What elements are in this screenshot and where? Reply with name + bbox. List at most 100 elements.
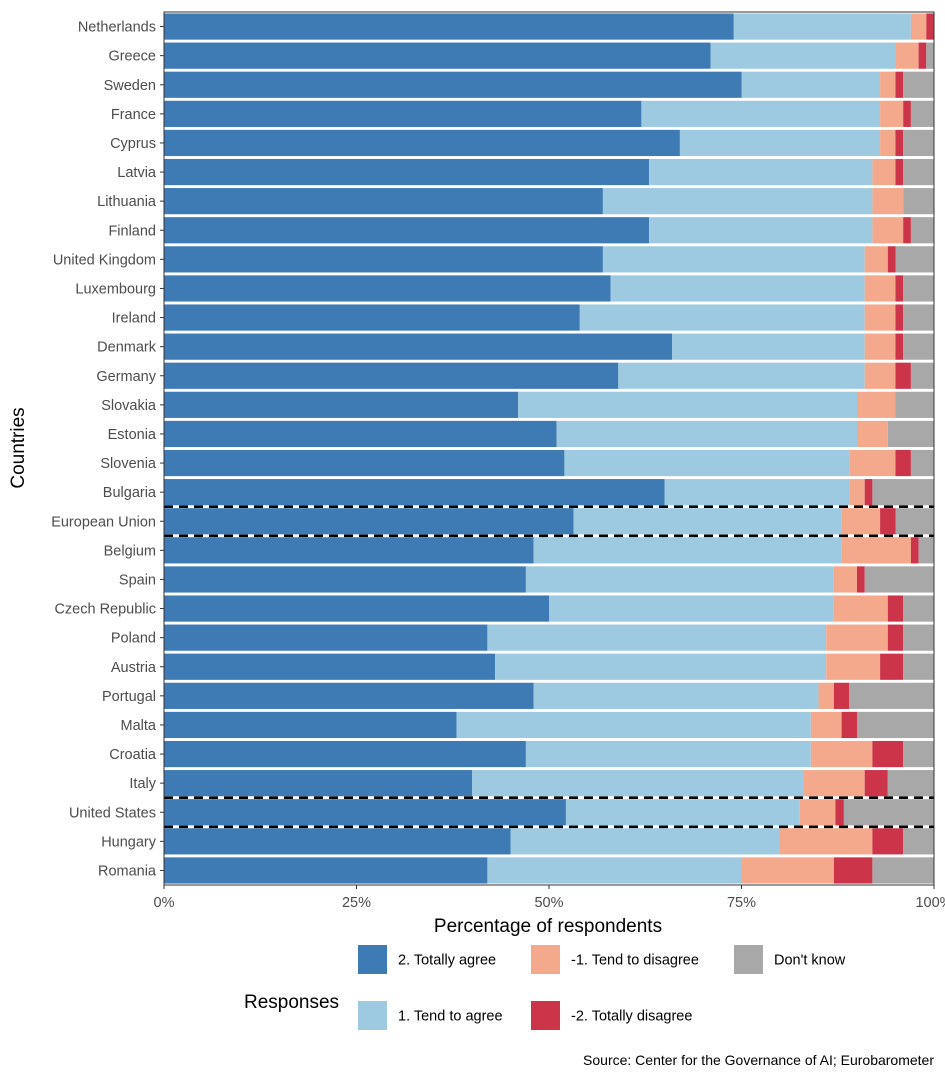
- bar-ireland-2-totally-disagree: [895, 304, 904, 331]
- bar-germany-don-t-know: [910, 362, 934, 389]
- y-tick-label-poland: Poland: [111, 631, 156, 647]
- bar-luxembourg-1-tend-to-agree: [610, 275, 865, 302]
- legend-label-1-tend-to-disagree: -1. Tend to disagree: [571, 953, 699, 969]
- legend-key-don-t-know: [734, 945, 763, 974]
- bar-spain-1-tend-to-agree: [525, 566, 834, 593]
- bar-netherlands-1-tend-to-agree: [733, 13, 911, 40]
- y-tick-label-united-kingdom: United Kingdom: [53, 252, 156, 268]
- bar-bulgaria-1-tend-to-agree: [664, 479, 850, 506]
- bar-denmark-1-tend-to-disagree: [864, 333, 896, 360]
- bar-cyprus-1-tend-to-agree: [679, 129, 881, 157]
- legend-key-2-totally-agree: [358, 945, 387, 974]
- legend-label-2-totally-agree: 2. Totally agree: [398, 953, 496, 969]
- bar-poland-2-totally-disagree: [887, 624, 904, 651]
- x-tick-label-0: 0%: [154, 895, 175, 911]
- bar-estonia-1-tend-to-disagree: [857, 420, 888, 448]
- bar-spain-2-totally-agree: [164, 566, 526, 593]
- bar-austria-1-tend-to-agree: [495, 653, 827, 680]
- bar-greece-2-totally-agree: [164, 42, 711, 69]
- legend-label-don-t-know: Don't know: [774, 953, 846, 969]
- bar-united-kingdom-1-tend-to-disagree: [864, 246, 888, 273]
- bar-portugal-2-totally-disagree: [833, 682, 850, 709]
- legend: Responses 2. Totally agree 1. Tend to agr…: [244, 945, 846, 1030]
- bar-finland-don-t-know: [910, 217, 934, 244]
- bar-cyprus-2-totally-agree: [164, 129, 680, 157]
- bar-bulgaria-don-t-know: [872, 479, 934, 506]
- bar-croatia-2-totally-disagree: [872, 740, 904, 768]
- bar-france-2-totally-disagree: [903, 100, 911, 127]
- y-tick-label-estonia: Estonia: [108, 427, 157, 443]
- bar-bulgaria-2-totally-disagree: [864, 479, 873, 506]
- y-tick-label-romania: Romania: [98, 863, 157, 879]
- y-tick-label-france: France: [111, 107, 156, 123]
- x-tick-label-50: 50%: [534, 895, 563, 911]
- legend-title: Responses: [244, 992, 339, 1013]
- legend-key-1-tend-to-disagree: [531, 945, 560, 974]
- bar-latvia-1-tend-to-agree: [649, 158, 873, 186]
- bar-poland-don-t-know: [903, 624, 934, 651]
- bar-france-2-totally-agree: [164, 100, 642, 127]
- bar-finland-2-totally-disagree: [903, 217, 911, 244]
- bar-greece-1-tend-to-agree: [710, 42, 896, 69]
- bar-european-union-don-t-know: [895, 508, 934, 535]
- bar-spain-1-tend-to-disagree: [833, 566, 857, 593]
- bar-sweden-2-totally-agree: [164, 71, 742, 98]
- bar-bulgaria-2-totally-agree: [164, 479, 665, 506]
- bar-france-1-tend-to-disagree: [880, 100, 904, 127]
- bar-belgium-1-tend-to-agree: [533, 537, 842, 564]
- bar-belgium-don-t-know: [918, 537, 934, 564]
- bar-european-union-2-totally-disagree: [880, 508, 896, 535]
- legend-key-1-tend-to-agree: [358, 1001, 387, 1030]
- bar-czech-republic-1-tend-to-disagree: [833, 595, 888, 622]
- bar-romania-don-t-know: [872, 857, 934, 884]
- legend-label-1-tend-to-agree: 1. Tend to agree: [398, 1009, 503, 1025]
- bar-croatia-1-tend-to-disagree: [810, 740, 873, 768]
- y-axis-title: Countries: [8, 407, 29, 488]
- y-tick-label-ireland: Ireland: [112, 311, 156, 327]
- bar-austria-1-tend-to-disagree: [826, 653, 881, 680]
- bar-germany-1-tend-to-disagree: [864, 362, 896, 389]
- bar-finland-1-tend-to-disagree: [872, 217, 904, 244]
- bar-austria-2-totally-agree: [164, 653, 496, 680]
- bar-hungary-1-tend-to-disagree: [780, 828, 873, 855]
- bar-slovenia-1-tend-to-disagree: [849, 449, 896, 477]
- bar-croatia-1-tend-to-agree: [525, 740, 811, 768]
- y-tick-label-malta: Malta: [121, 718, 157, 734]
- bar-romania-2-totally-agree: [164, 857, 488, 884]
- bar-cyprus-1-tend-to-disagree: [880, 129, 896, 157]
- x-tick-label-100: 100%: [915, 895, 945, 911]
- bar-latvia-2-totally-disagree: [895, 158, 904, 186]
- bar-netherlands-1-tend-to-disagree: [910, 13, 927, 40]
- bar-malta-1-tend-to-disagree: [810, 711, 842, 739]
- bar-hungary-don-t-know: [903, 828, 934, 855]
- y-tick-label-sweden: Sweden: [104, 78, 156, 94]
- bar-sweden-1-tend-to-disagree: [880, 71, 896, 98]
- y-tick-label-portugal: Portugal: [102, 689, 156, 705]
- bar-portugal-1-tend-to-agree: [533, 682, 819, 709]
- bar-czech-republic-don-t-know: [903, 595, 934, 622]
- bar-sweden-2-totally-disagree: [895, 71, 904, 98]
- bar-ireland-don-t-know: [903, 304, 934, 331]
- bar-slovakia-2-totally-agree: [164, 391, 519, 418]
- bar-belgium-2-totally-agree: [164, 537, 534, 564]
- y-tick-label-united-states: United States: [69, 805, 156, 821]
- bar-slovenia-2-totally-disagree: [895, 449, 911, 477]
- bar-italy-2-totally-disagree: [864, 770, 888, 797]
- bar-croatia-don-t-know: [903, 740, 934, 768]
- bar-estonia-don-t-know: [887, 420, 934, 448]
- bar-croatia-2-totally-agree: [164, 740, 526, 768]
- bar-france-1-tend-to-agree: [641, 100, 881, 127]
- y-tick-label-netherlands: Netherlands: [78, 20, 156, 36]
- bar-malta-1-tend-to-agree: [456, 711, 811, 739]
- bar-luxembourg-1-tend-to-disagree: [864, 275, 896, 302]
- bar-netherlands-2-totally-agree: [164, 13, 734, 40]
- bar-france-don-t-know: [910, 100, 934, 127]
- y-tick-label-croatia: Croatia: [109, 747, 157, 763]
- axes: Netherlands Greece Sweden France Cyprus Latvi…: [51, 11, 945, 911]
- bar-italy-2-totally-agree: [164, 770, 472, 797]
- bar-netherlands-2-totally-disagree: [926, 13, 934, 40]
- bar-malta-don-t-know: [857, 711, 934, 739]
- plot-area: [164, 13, 934, 884]
- y-tick-label-belgium: Belgium: [104, 543, 156, 559]
